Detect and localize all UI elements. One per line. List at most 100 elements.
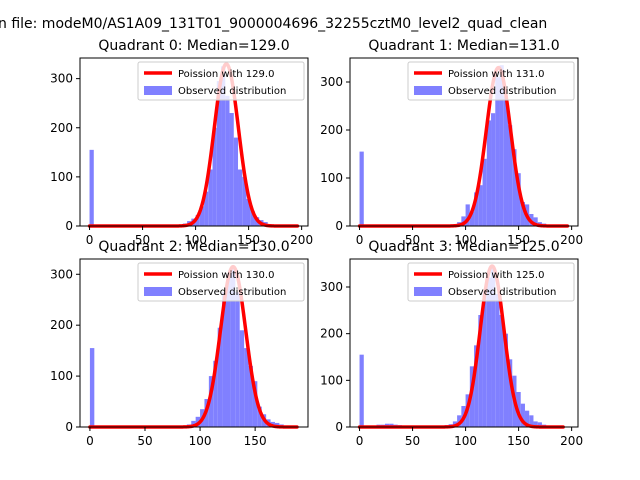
quadrant-2-hist-bar-32 — [230, 269, 236, 427]
quadrant-3-legend-hist-label: Observed distribution — [448, 287, 556, 298]
quadrant-3-ytick-label-0: 0 — [335, 420, 343, 434]
quadrant-2-ytick-label-3: 300 — [50, 267, 73, 281]
quadrant-1-xtick-label-1: 50 — [405, 233, 420, 247]
quadrant-2-hist-bar-29 — [217, 327, 223, 427]
quadrant-0-hist-bar-27 — [204, 191, 209, 226]
quadrant-3-hist-bar-0 — [359, 354, 364, 427]
quadrant-1-xtick-label-2: 100 — [454, 233, 477, 247]
quadrant-0-hist-bar-25 — [195, 215, 200, 226]
quadrant-0-hist-bar-36 — [242, 176, 247, 226]
quadrant-1-hist-bar-27 — [474, 192, 479, 226]
quadrant-3-hist-bar-34 — [503, 333, 509, 427]
quadrant-0-hist-bar-32 — [225, 95, 230, 226]
quadrant-2-legend-hist-swatch — [144, 287, 172, 296]
quadrant-0-legend-hist-label: Observed distribution — [178, 86, 286, 97]
quadrant-2-legend: Poission with 130.0 Observed distribution — [137, 262, 305, 302]
quadrant-1-hist-bar-35 — [508, 125, 513, 226]
quadrant-0-hist-bar-33 — [229, 113, 234, 226]
quadrant-1-legend-fit-label: Poission with 131.0 — [448, 69, 544, 80]
quadrant-2-hist-bar-34 — [239, 330, 245, 427]
quadrant-0-panel: 0 50 100 150 200 0 100 200 300 Quadrant 0: Median… — [50, 38, 313, 247]
quadrant-0-ytick-label-2: 200 — [50, 121, 73, 135]
quadrant-3-xtick-label-1: 50 — [405, 434, 420, 448]
quadrant-0-hist-bar-26 — [199, 206, 205, 226]
quadrant-0-xtick-label-0: 0 — [86, 233, 94, 247]
quadrant-3-legend-box — [407, 262, 575, 302]
quadrant-2-hist-bar-0 — [89, 348, 95, 427]
quadrant-1-panel: 0 50 100 150 200 0 100 200 300 Quadrant 1: Median… — [320, 38, 583, 247]
quadrant-3-hist-bar-30 — [486, 277, 492, 427]
quadrant-1-hist-bar-33 — [499, 65, 504, 226]
quadrant-3-legend-fit-label: Poission with 125.0 — [448, 270, 544, 281]
quadrant-3-hist-bar-39 — [524, 410, 530, 427]
quadrant-3-panel: 0 50 100 150 200 0 100 200 300 Quadrant 3: Median… — [320, 239, 583, 448]
quadrant-0-legend-fit-label: Poission with 129.0 — [178, 69, 274, 80]
quadrant-1-hist-bar-28 — [478, 185, 483, 226]
quadrant-2-legend-box — [137, 262, 305, 302]
quadrant-2-legend-hist-label: Observed distribution — [178, 287, 286, 298]
quadrant-0-hist-bar-29 — [212, 127, 217, 226]
quadrant-0-ytick-label-3: 300 — [50, 72, 73, 86]
quadrant-0-legend: Poission with 129.0 Observed distribution — [137, 61, 305, 101]
quadrant-3-ytick-label-3: 300 — [320, 280, 343, 294]
quadrant-1-axes-frame — [349, 57, 579, 227]
quadrant-0-xtick-label-4: 200 — [290, 233, 313, 247]
quadrant-0-xtick-label-2: 100 — [184, 233, 207, 247]
quadrant-1-hist-bar-32 — [495, 77, 500, 226]
quadrant-1-hist-bar-34 — [503, 96, 509, 227]
quadrant-0-title: Quadrant 0: Median=129.0 — [98, 38, 289, 54]
quadrant-3-hist-bar-32 — [495, 294, 500, 427]
quadrant-2-hist-bar-33 — [235, 292, 240, 427]
quadrant-0-hist-bar-35 — [238, 169, 243, 226]
quadrant-2-xtick-label-2: 100 — [189, 434, 212, 448]
quadrant-1-hist-bar-25 — [465, 204, 470, 226]
quadrant-2-hist-bar-36 — [248, 365, 253, 427]
quadrant-3-hist-bar-35 — [508, 359, 513, 427]
quadrant-3-axes-frame — [349, 258, 579, 428]
quadrant-1-hist-bar-29 — [482, 158, 487, 226]
quadrant-1-hist-bar-30 — [486, 120, 492, 226]
quadrant-3-xtick-label-4: 200 — [560, 434, 583, 448]
quadrant-3-hist-bar-38 — [520, 403, 525, 427]
quadrant-3-legend-hist-swatch — [414, 287, 442, 296]
quadrant-0-hist-bar-37 — [246, 198, 251, 226]
quadrant-2-hist-bar-27 — [208, 376, 214, 427]
quadrant-1-xtick-label-4: 200 — [560, 233, 583, 247]
quadrant-0-hist-bar-34 — [233, 137, 239, 226]
quadrant-1-legend-box — [407, 61, 575, 101]
quadrant-1-legend-hist-label: Observed distribution — [448, 86, 556, 97]
quadrant-3-xtick-label-2: 100 — [454, 434, 477, 448]
quadrant-2-hist-bar-30 — [222, 292, 227, 427]
quadrant-3-legend: Poission with 125.0 Observed distribution — [407, 262, 575, 302]
quadrant-2-panel: 0 50 100 150 0 100 200 300 Quadrant 2: Median=13… — [50, 239, 309, 448]
quadrant-3-hist-bar-41 — [533, 421, 538, 427]
quadrant-0-legend-hist-swatch — [144, 86, 172, 95]
quadrant-3-ytick-label-1: 100 — [320, 373, 343, 387]
quadrant-1-hist-bar-24 — [461, 216, 466, 226]
quadrant-2-hist-bar-28 — [213, 360, 218, 427]
quadrant-2-hist-bar-31 — [226, 274, 231, 427]
quadrant-1-ytick-label-1: 100 — [320, 171, 343, 185]
quadrant-0-xtick-label-3: 150 — [237, 233, 260, 247]
quadrant-3-hist-bar-33 — [499, 315, 504, 427]
quadrant-1-ytick-label-0: 0 — [335, 219, 343, 233]
quadrant-2-hist-bar-35 — [244, 348, 249, 427]
quadrant-0-hist-bar-31 — [221, 66, 226, 226]
quadrant-0-axes-frame — [79, 57, 309, 227]
quadrant-2-legend-fit-label: Poission with 130.0 — [178, 270, 274, 281]
quadrant-1-hist-bar-36 — [512, 149, 517, 226]
quadrant-2-xtick-label-0: 0 — [86, 434, 94, 448]
quadrant-0-hist-bar-30 — [216, 81, 222, 226]
quadrant-3-hist-bar-31 — [491, 268, 496, 427]
quadrant-1-hist-bar-37 — [516, 173, 521, 226]
quadrant-2-ytick-label-2: 200 — [50, 318, 73, 332]
quadrant-1-legend-hist-swatch — [414, 86, 442, 95]
quadrant-0-ytick-label-1: 100 — [50, 170, 73, 184]
quadrant-2-xtick-label-1: 50 — [137, 434, 152, 448]
quadrant-0-hist-bar-28 — [208, 169, 213, 226]
figure-suptitle: n file: modeM0/AS1A09_131T01_9000004696_… — [0, 16, 547, 32]
quadrant-2-title: Quadrant 2: Median=130.0 — [98, 239, 289, 255]
quadrant-3-hist-bar-42 — [537, 422, 542, 427]
quadrant-1-hist-bar-26 — [469, 211, 475, 226]
